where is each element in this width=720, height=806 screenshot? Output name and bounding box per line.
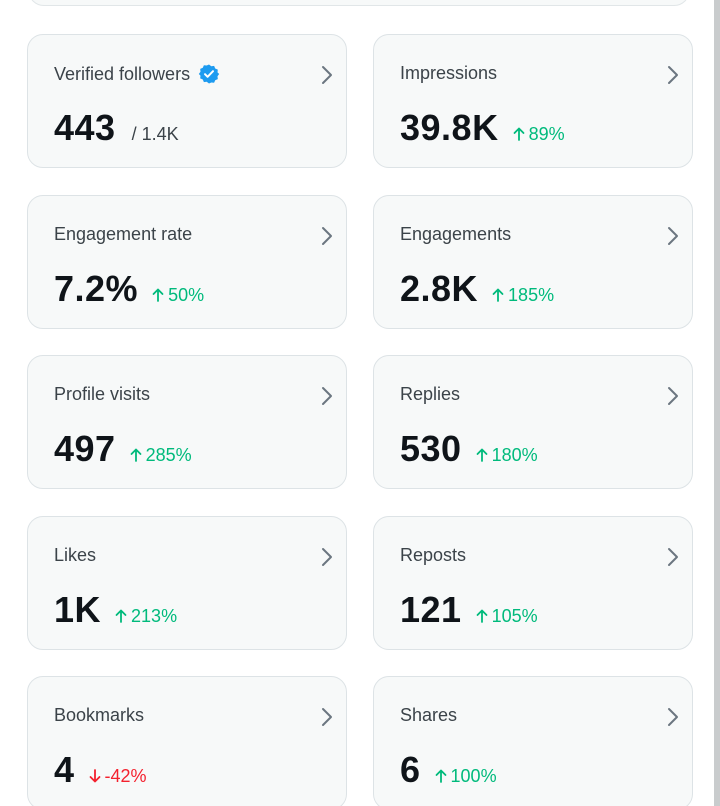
arrow-up-icon — [115, 609, 127, 623]
arrow-up-icon — [513, 127, 524, 141]
metric-value: 2.8K — [400, 268, 479, 309]
metric-value-row: 39.8K 89% — [400, 107, 565, 149]
metric-card-profile-visits[interactable]: Profile visits 497 285% — [27, 355, 347, 489]
metric-value: 7.2% — [54, 268, 139, 309]
metric-title: Impressions — [400, 63, 498, 83]
metric-total: / 1.4K — [131, 124, 179, 144]
metric-card-engagement-rate[interactable]: Engagement rate 7.2% 50% — [27, 195, 347, 329]
chevron-right-icon — [322, 387, 332, 405]
metric-change-value: 180% — [491, 445, 538, 465]
verified-badge-icon — [198, 64, 220, 84]
metric-change: 185% — [492, 285, 554, 306]
metric-title: Likes — [54, 545, 97, 565]
metric-value: 121 — [400, 589, 462, 630]
metric-value: 6 — [400, 749, 421, 790]
arrow-up-icon — [476, 448, 487, 462]
metric-card-likes[interactable]: Likes 1K 213% — [27, 516, 347, 650]
chevron-right-icon — [322, 66, 332, 84]
chevron-right-icon — [322, 227, 332, 245]
metric-title: Reposts — [400, 545, 467, 565]
chevron-right-icon — [668, 548, 678, 566]
metric-card-replies[interactable]: Replies 530 180% — [373, 355, 693, 489]
metric-change: 100% — [435, 766, 497, 787]
metric-card-impressions[interactable]: Impressions 39.8K 89% — [373, 34, 693, 168]
metric-title: Engagements — [400, 224, 512, 244]
arrow-down-icon — [89, 769, 100, 783]
metric-change: 89% — [513, 124, 565, 145]
metric-card-engagements[interactable]: Engagements 2.8K 185% — [373, 195, 693, 329]
arrow-up-icon — [492, 288, 504, 302]
chevron-right-icon — [322, 708, 332, 726]
metric-change: 285% — [130, 445, 192, 466]
arrow-up-icon — [130, 448, 141, 462]
metric-card-reposts[interactable]: Reposts 121 105% — [373, 516, 693, 650]
metric-title: Engagement rate — [54, 224, 193, 244]
metric-change-value: 285% — [145, 445, 192, 465]
metric-change-value: 213% — [131, 606, 178, 626]
metric-change-value: 50% — [168, 285, 205, 305]
chevron-right-icon — [668, 66, 678, 84]
previous-card-edge — [28, 0, 690, 6]
metric-change-value: 89% — [528, 124, 565, 144]
arrow-up-icon — [476, 609, 487, 623]
arrow-up-icon — [435, 769, 446, 783]
metric-title: Replies — [400, 384, 461, 404]
metric-title: Verified followers — [54, 63, 220, 85]
metric-change: -42% — [89, 766, 147, 787]
metric-title: Profile visits — [54, 384, 151, 404]
metric-value: 4 — [54, 749, 75, 790]
metric-value-row: 121 105% — [400, 589, 538, 631]
chevron-right-icon — [322, 548, 332, 566]
metric-value-row: 7.2% 50% — [54, 268, 204, 310]
arrow-up-icon — [152, 288, 164, 302]
metric-title: Shares — [400, 705, 458, 725]
metric-change: 105% — [476, 606, 538, 627]
metric-change-value: 100% — [450, 766, 497, 786]
metric-card-bookmarks[interactable]: Bookmarks 4 -42% — [27, 676, 347, 806]
chevron-right-icon — [668, 708, 678, 726]
metric-value: 530 — [400, 428, 462, 469]
metric-value: 39.8K — [400, 107, 499, 148]
metric-value-row: 497 285% — [54, 428, 192, 470]
metric-value: 1K — [54, 589, 102, 630]
metric-value-row: 4 -42% — [54, 749, 147, 791]
metric-value-row: 530 180% — [400, 428, 538, 470]
metric-change: 50% — [152, 285, 204, 306]
metric-value-row: 1K 213% — [54, 589, 177, 631]
metric-title: Bookmarks — [54, 705, 145, 725]
metric-value-row: 6 100% — [400, 749, 497, 791]
metric-value: 497 — [54, 428, 116, 469]
scrollbar[interactable] — [714, 0, 720, 806]
chevron-right-icon — [668, 387, 678, 405]
metric-title-text: Verified followers — [54, 63, 191, 84]
metric-card-shares[interactable]: Shares 6 100% — [373, 676, 693, 806]
metric-change: 180% — [476, 445, 538, 466]
metric-change: 213% — [115, 606, 177, 627]
chevron-right-icon — [668, 227, 678, 245]
metric-value: 443 — [54, 107, 116, 148]
metric-change-value: -42% — [104, 766, 147, 786]
metric-change-value: 105% — [491, 606, 538, 626]
metric-card-verified-followers[interactable]: Verified followers 443 / 1.4K — [27, 34, 347, 168]
metric-value-row: 443 / 1.4K — [54, 107, 179, 149]
metric-change-value: 185% — [508, 285, 555, 305]
metric-value-row: 2.8K 185% — [400, 268, 554, 310]
